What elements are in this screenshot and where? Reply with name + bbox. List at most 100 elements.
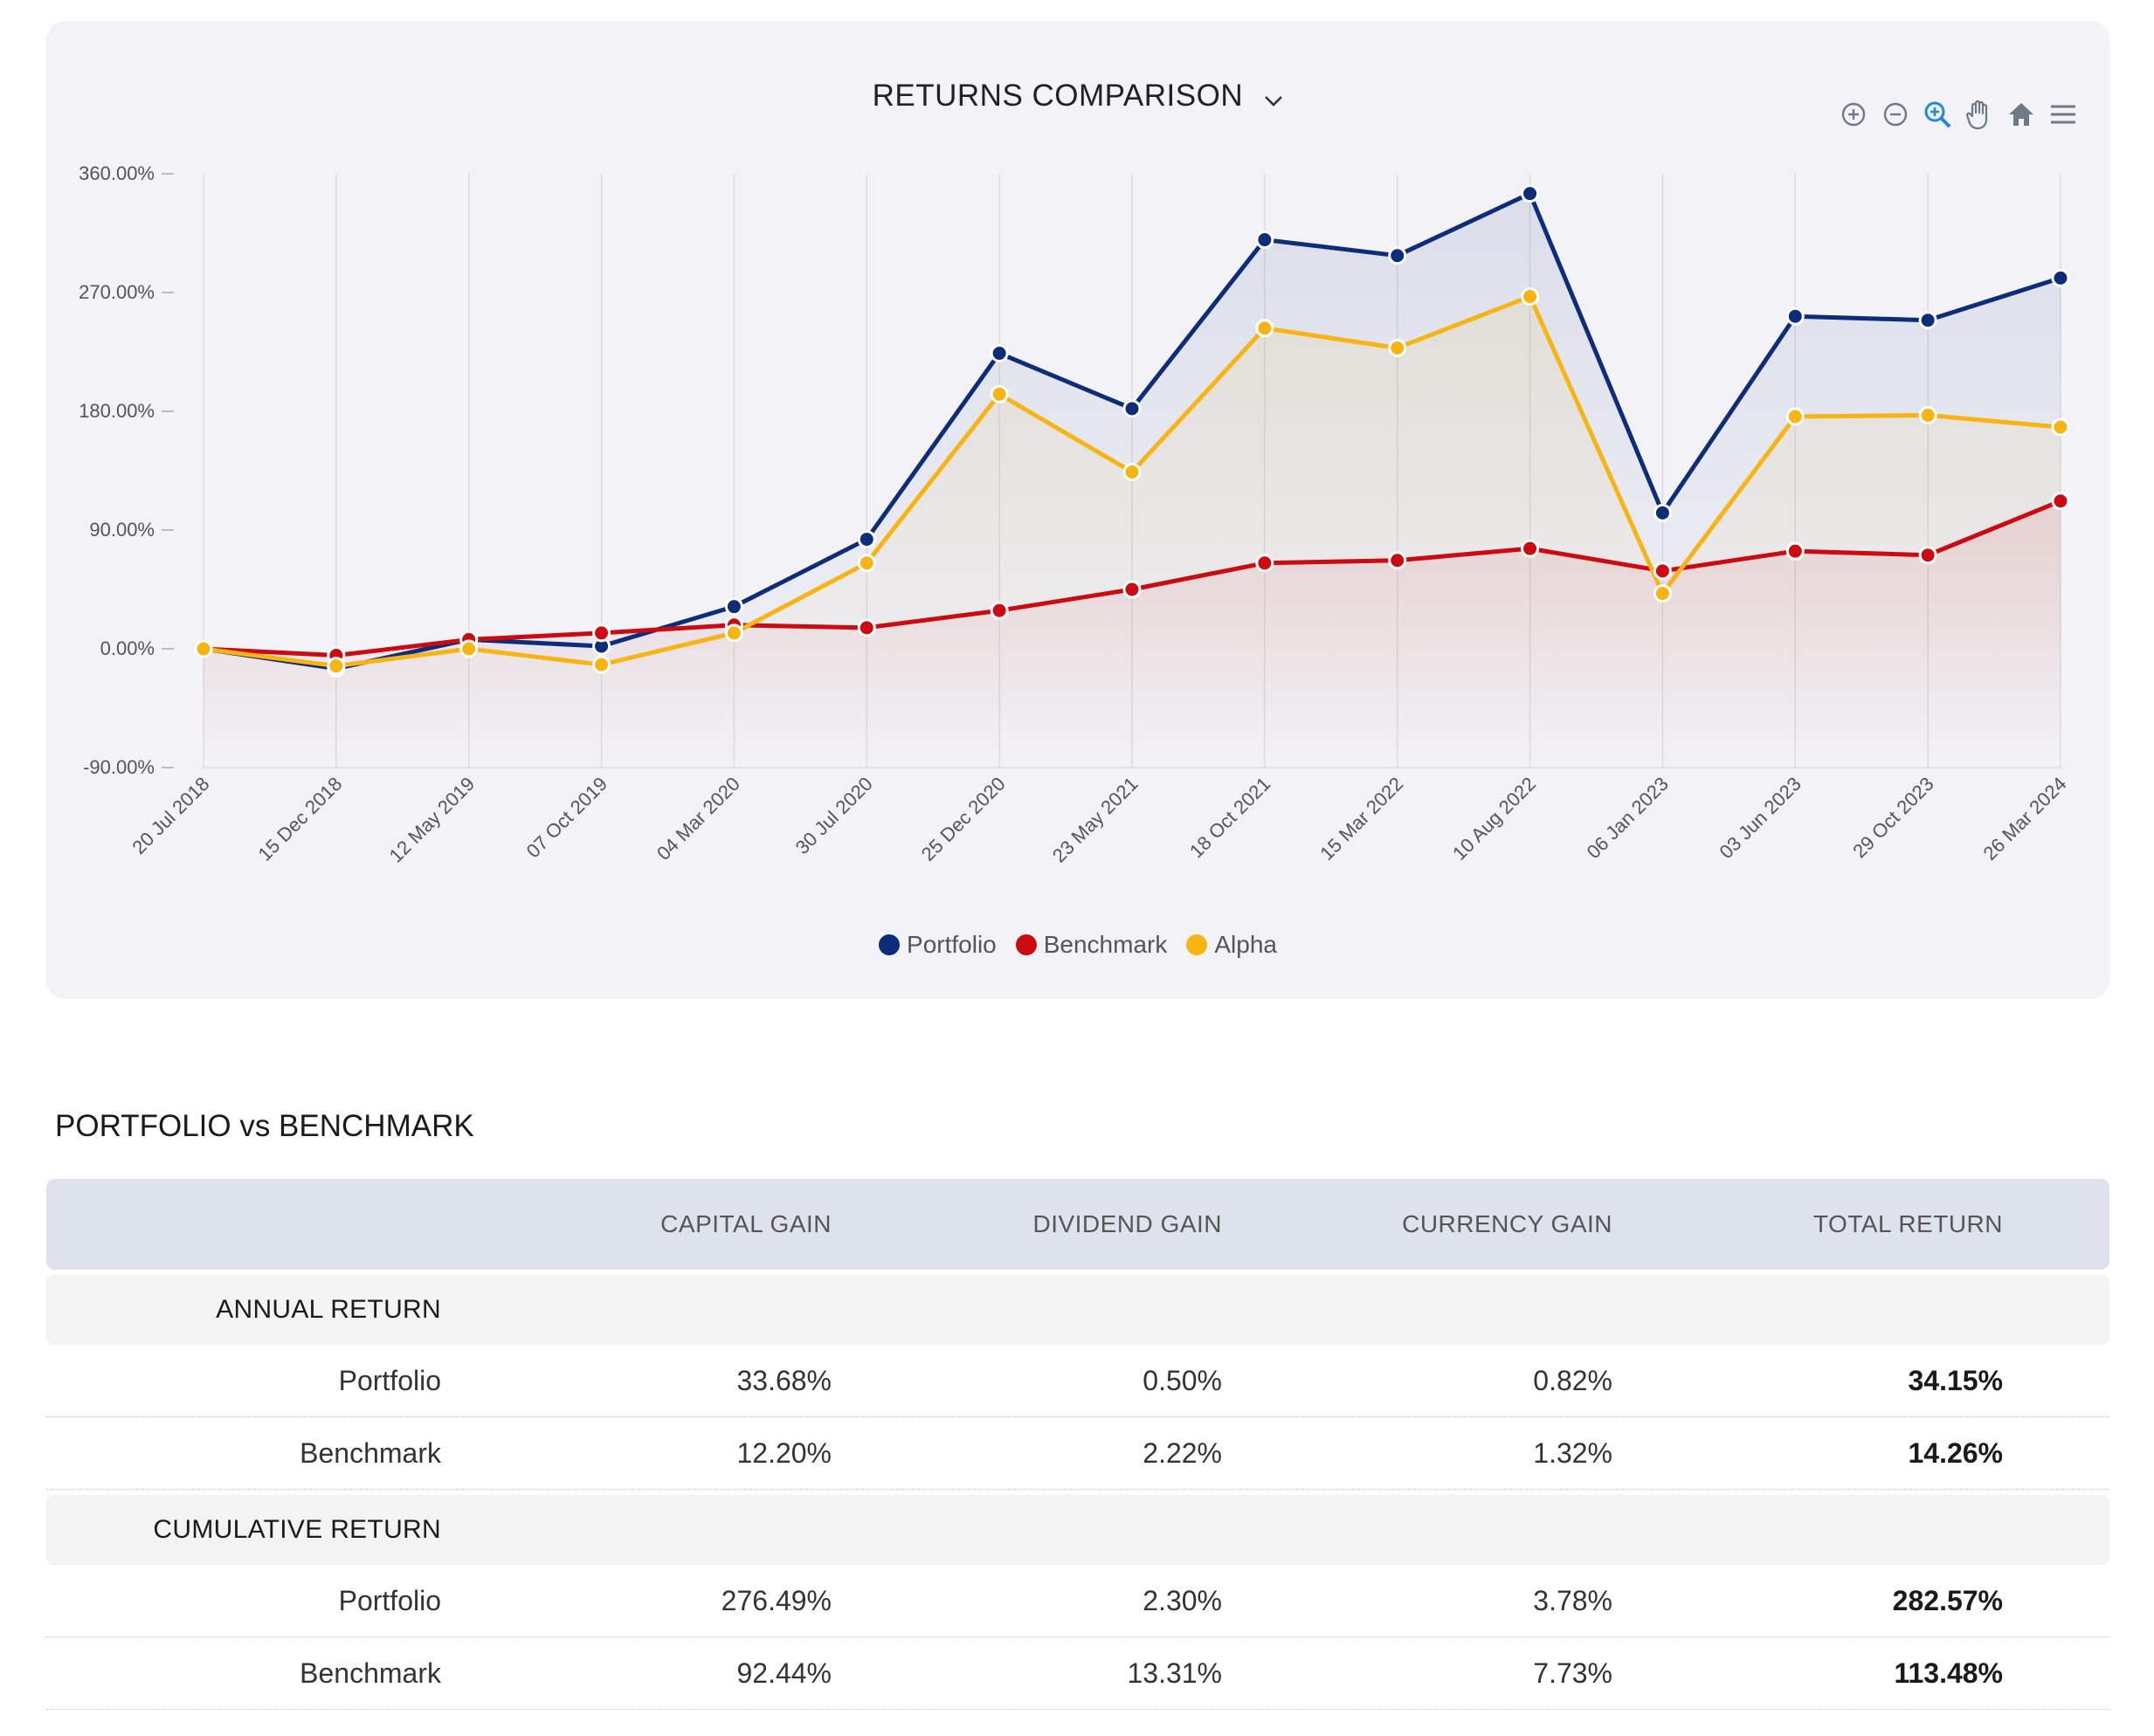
dividend-gain-cell: 13.31%	[1127, 1657, 1222, 1689]
chart-title: RETURNS COMPARISON	[872, 79, 1244, 113]
chart-legend: Portfolio Benchmark Alpha	[46, 931, 2109, 959]
capital-gain-cell: 33.68%	[736, 1364, 832, 1396]
x-tick-label: 04 Mar 2020	[652, 773, 744, 865]
table-row: Benchmark 92.44% 13.31% 7.73% 113.48%	[46, 1637, 2109, 1710]
section-title: PORTFOLIO vs BENCHMARK	[55, 1109, 474, 1143]
x-tick-label: 03 Jun 2023	[1716, 773, 1805, 863]
row-label: Benchmark	[300, 1657, 441, 1689]
menu-icon[interactable]	[2047, 98, 2080, 131]
row-label: Benchmark	[300, 1436, 441, 1469]
x-tick-label: 06 Jan 2023	[1583, 773, 1673, 863]
data-point-portfolio	[1255, 231, 1274, 250]
data-point-alpha	[327, 657, 346, 676]
row-label: Portfolio	[338, 1584, 441, 1616]
y-tick-label: 180.00%	[79, 400, 155, 422]
header-capital-gain: CAPITAL GAIN	[660, 1210, 832, 1237]
group-label: CUMULATIVE RETURN	[153, 1515, 441, 1544]
x-tick-label: 07 Oct 2019	[522, 773, 611, 862]
legend-label: Benchmark	[1043, 931, 1168, 958]
data-point-portfolio	[1521, 184, 1540, 203]
data-point-benchmark	[1255, 554, 1274, 573]
data-point-portfolio	[1388, 246, 1407, 265]
x-tick-label: 29 Oct 2023	[1848, 773, 1937, 862]
table-row: Portfolio 33.68% 0.50% 0.82% 34.15%	[46, 1345, 2109, 1417]
currency-gain-cell: 0.82%	[1533, 1364, 1612, 1396]
legend-item-portfolio[interactable]: Portfolio	[879, 931, 997, 959]
dividend-gain-cell: 2.30%	[1143, 1584, 1222, 1616]
data-point-portfolio	[990, 344, 1009, 363]
data-point-benchmark	[990, 601, 1009, 620]
legend-marker	[1015, 934, 1037, 955]
total-return-cell: 34.15%	[1908, 1364, 2003, 1396]
x-tick-label: 12 May 2019	[385, 773, 480, 867]
header-currency-gain: CURRENCY GAIN	[1402, 1210, 1612, 1237]
data-point-alpha	[592, 655, 611, 674]
row-label: Portfolio	[338, 1364, 441, 1396]
data-point-portfolio	[2051, 268, 2070, 287]
data-point-alpha	[1255, 319, 1274, 338]
zoom-selection-icon[interactable]	[1921, 98, 1954, 131]
pan-hand-icon[interactable]	[1963, 98, 1996, 131]
data-point-portfolio	[1918, 311, 1937, 330]
table-row: Portfolio 276.49% 2.30% 3.78% 282.57%	[46, 1565, 2109, 1637]
data-point-benchmark	[1122, 580, 1142, 599]
x-tick-label: 26 Mar 2024	[1979, 773, 2071, 865]
data-point-benchmark	[1653, 561, 1672, 581]
table-header: CAPITAL GAIN DIVIDEND GAIN CURRENCY GAIN…	[46, 1179, 2109, 1270]
capital-gain-cell: 92.44%	[736, 1657, 832, 1689]
header-total-return: TOTAL RETURN	[1812, 1210, 2003, 1237]
x-tick-label: 18 Oct 2021	[1185, 773, 1274, 862]
zoom-out-icon[interactable]	[1879, 98, 1912, 131]
x-tick-label: 23 May 2021	[1048, 773, 1143, 867]
data-point-alpha	[1918, 406, 1937, 425]
data-point-alpha	[2051, 417, 2070, 437]
y-tick-label: 360.00%	[79, 162, 155, 184]
table-row: Benchmark 12.20% 2.22% 1.32% 14.26%	[46, 1417, 2109, 1490]
data-point-alpha	[1521, 287, 1540, 307]
legend-item-benchmark[interactable]: Benchmark	[1015, 931, 1168, 959]
x-tick-label: 15 Dec 2018	[253, 773, 346, 865]
returns-table: CAPITAL GAIN DIVIDEND GAIN CURRENCY GAIN…	[46, 1179, 2109, 1710]
data-point-benchmark	[857, 618, 876, 637]
group-label: ANNUAL RETURN	[216, 1295, 441, 1324]
capital-gain-cell: 12.20%	[736, 1436, 832, 1469]
data-point-portfolio	[724, 597, 743, 617]
legend-label: Alpha	[1214, 931, 1277, 958]
data-point-alpha	[1388, 338, 1407, 357]
y-tick-label: -90.00%	[83, 756, 155, 778]
table-group-row: ANNUAL RETURN	[46, 1275, 2109, 1345]
data-point-alpha	[459, 639, 479, 658]
data-point-benchmark	[1388, 551, 1407, 570]
capital-gain-cell: 276.49%	[721, 1584, 832, 1616]
y-tick-label: 270.00%	[79, 281, 155, 303]
returns-line-chart: 360.00% 270.00% 180.00% 90.00% 0.00% -90.00% 2…	[79, 162, 2071, 867]
currency-gain-cell: 1.32%	[1533, 1436, 1612, 1469]
data-point-alpha	[857, 554, 876, 573]
chevron-down-icon[interactable]	[1264, 80, 1283, 115]
total-return-cell: 113.48%	[1894, 1657, 2003, 1689]
data-point-benchmark	[1521, 539, 1540, 558]
x-tick-label: 10 Aug 2022	[1448, 773, 1540, 865]
data-point-alpha	[990, 384, 1009, 403]
data-point-portfolio	[1785, 307, 1805, 326]
data-point-portfolio	[1653, 503, 1672, 522]
table-group-row: CUMULATIVE RETURN	[46, 1495, 2109, 1565]
chart-title-dropdown[interactable]: RETURNS COMPARISON	[46, 79, 2109, 115]
returns-chart-card: 360.00% 270.00% 180.00% 90.00% 0.00% -90.00% 2…	[46, 21, 2109, 999]
y-tick-label: 90.00%	[89, 519, 155, 541]
total-return-cell: 282.57%	[1892, 1584, 2003, 1616]
home-reset-icon[interactable]	[2005, 98, 2038, 131]
total-return-cell: 14.26%	[1908, 1436, 2003, 1469]
currency-gain-cell: 3.78%	[1533, 1584, 1612, 1616]
data-point-alpha	[724, 623, 743, 643]
legend-marker	[879, 934, 901, 955]
y-tick-label: 0.00%	[100, 637, 155, 659]
chart-toolbar	[1837, 98, 2080, 131]
zoom-in-icon[interactable]	[1837, 98, 1870, 131]
data-point-portfolio	[1122, 399, 1142, 418]
legend-item-alpha[interactable]: Alpha	[1186, 931, 1277, 959]
data-point-alpha	[1122, 463, 1142, 482]
data-point-portfolio	[857, 530, 876, 549]
data-point-alpha	[1785, 407, 1805, 426]
header-dividend-gain: DIVIDEND GAIN	[1032, 1210, 1222, 1237]
